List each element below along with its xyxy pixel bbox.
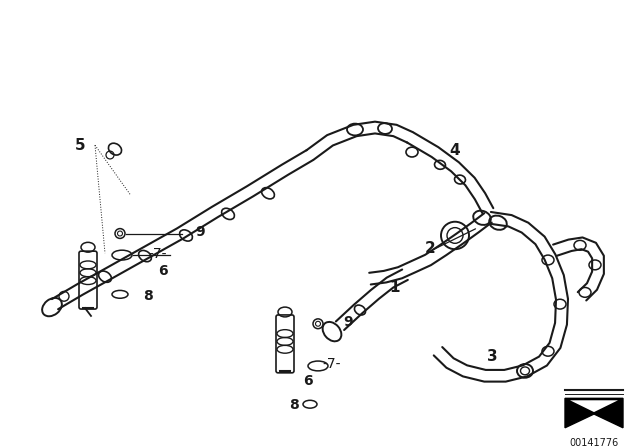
Text: 9: 9 (343, 315, 353, 329)
Text: 3: 3 (486, 349, 497, 364)
Text: 8: 8 (143, 289, 153, 303)
Polygon shape (570, 401, 618, 412)
Text: 6: 6 (158, 264, 168, 278)
Text: 5: 5 (75, 138, 85, 153)
Polygon shape (565, 398, 623, 428)
Text: 8: 8 (289, 398, 299, 412)
Text: 00141776: 00141776 (570, 438, 619, 448)
Text: 1: 1 (390, 280, 400, 295)
Text: 4: 4 (450, 142, 460, 158)
Text: 9: 9 (195, 224, 205, 238)
Text: -7-: -7- (323, 357, 341, 371)
Text: 2: 2 (424, 241, 435, 256)
Text: -7-: -7- (148, 247, 167, 261)
Text: 6: 6 (303, 374, 313, 388)
